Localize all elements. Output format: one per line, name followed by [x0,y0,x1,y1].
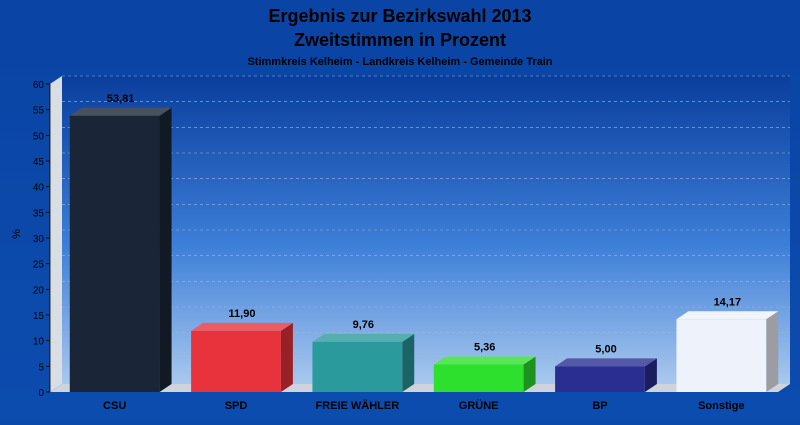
y-tick-label: 45 [33,157,45,168]
bars: 53,81 11,90 9,76 5,36 5,00 14,17 [69,93,779,392]
bar-side [523,356,536,392]
bar-3: 5,36 [433,341,536,392]
gridlines [62,75,790,359]
y-tick-label: 25 [33,260,45,271]
y-tick-label: 60 [33,80,45,91]
bar-value-label: 5,00 [595,343,616,355]
bar-top [433,356,536,365]
x-category-label: CSU [103,400,126,412]
y-tick-label: 35 [33,208,45,219]
bar-side [644,358,657,392]
y-tick-label: 40 [33,183,45,194]
bar-top [312,333,415,342]
x-category-label: GRÜNE [459,399,499,412]
bar-5: 14,17 [676,296,779,392]
x-category-label: FREIE WÄHLER [315,399,399,412]
x-category-label: BP [592,400,607,412]
x-category-label: SPD [225,400,248,412]
bar-side [402,333,415,392]
x-axis-labels: CSU SPD FREIE WÄHLER GRÜNE BP Sonstige [103,399,745,412]
chart-title-line2: Zweitstimmen in Prozent [294,30,506,50]
bar-4: 5,00 [555,343,657,392]
bar-value-label: 9,76 [353,319,374,331]
bar-1: 11,90 [191,308,293,392]
bar-front [69,115,160,392]
y-tick-label: 10 [33,337,45,348]
bar-front [312,341,403,392]
bar-side [159,107,172,392]
bar-value-label: 14,17 [714,296,742,308]
y-tick-label: 5 [38,362,44,373]
bar-top [555,358,657,367]
bar-front [191,330,281,392]
bar-top [676,311,779,320]
chart-title: Ergebnis zur Bezirkswahl 2013 [268,6,531,26]
bar-front [433,364,524,392]
bar-value-label: 11,90 [229,308,256,320]
bar-value-label: 5,36 [474,341,495,353]
bar-side [280,322,293,392]
y-tick-label: 30 [33,234,45,245]
y-tick-label: 15 [33,311,45,322]
bar-top [69,107,172,116]
bar-front [555,366,645,392]
bar-0: 53,81 [69,93,172,392]
y-tick-label: 0 [38,388,44,399]
bar-2: 9,76 [312,319,415,392]
bar-top [191,322,293,331]
x-category-label: Sonstige [698,400,744,412]
y-tick-label: 50 [33,131,45,142]
y-tick-label: 55 [33,106,45,117]
y-axis-ticks: 0 5 10 15 20 25 30 35 40 45 50 55 60 [33,80,51,399]
y-tick-label: 20 [33,285,45,296]
chart-subtitle: Stimmkreis Kelheim - Landkreis Kelheim -… [247,56,552,68]
bar-value-label: 53,81 [107,93,135,105]
bar-front [676,319,767,392]
bar-side [766,311,779,392]
y-axis-label: % [11,229,23,239]
